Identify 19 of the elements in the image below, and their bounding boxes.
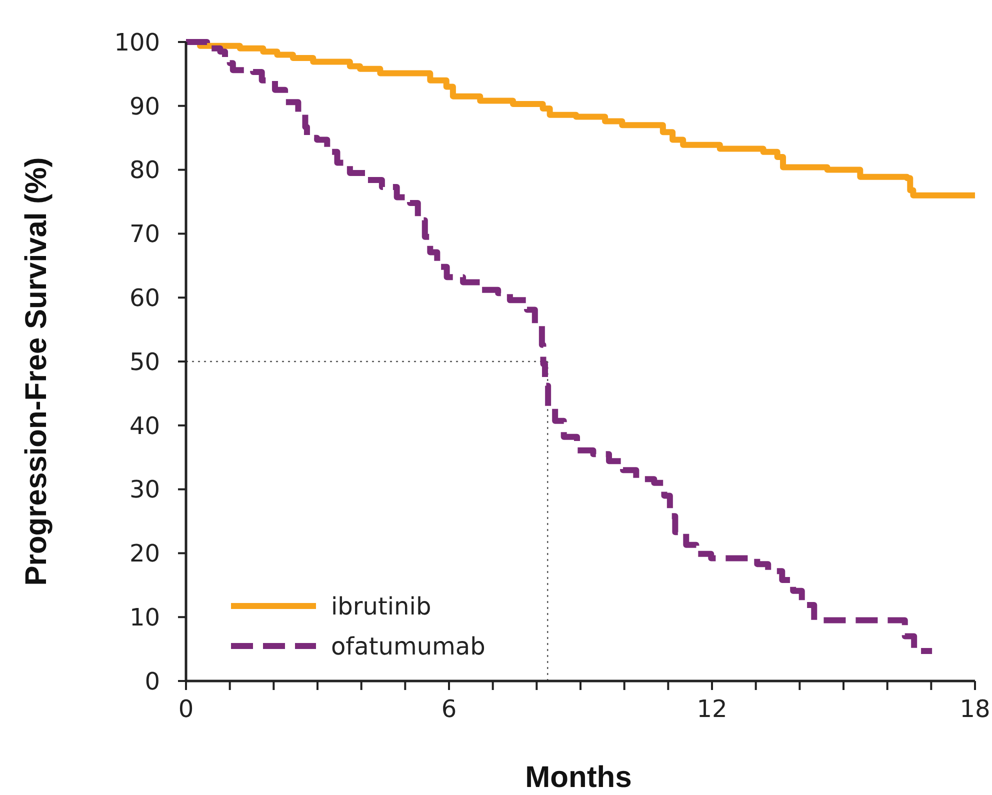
y-tick-label: 50 <box>129 348 160 376</box>
x-axis-title: Months <box>525 761 632 794</box>
x-tick-label: 12 <box>696 695 728 723</box>
x-tick-label: 18 <box>960 695 990 723</box>
x-tick-label: 6 <box>441 695 457 723</box>
y-tick-label: 30 <box>129 476 160 504</box>
y-tick-label: 0 <box>144 667 160 696</box>
y-tick-label: 40 <box>129 412 160 440</box>
y-tick-label: 100 <box>114 28 160 56</box>
legend-label: ofatumumab <box>331 632 486 660</box>
legend-label: ibrutinib <box>331 592 432 620</box>
y-tick-label: 20 <box>129 540 160 568</box>
y-tick-label: 80 <box>129 156 160 184</box>
y-tick-label: 90 <box>129 92 160 120</box>
y-axis-title: Progression-Free Survival (%) <box>20 157 53 586</box>
y-tick-label: 60 <box>129 284 160 312</box>
x-tick-label: 0 <box>178 695 194 723</box>
y-tick-label: 10 <box>129 604 160 632</box>
y-tick-label: 70 <box>129 220 160 248</box>
